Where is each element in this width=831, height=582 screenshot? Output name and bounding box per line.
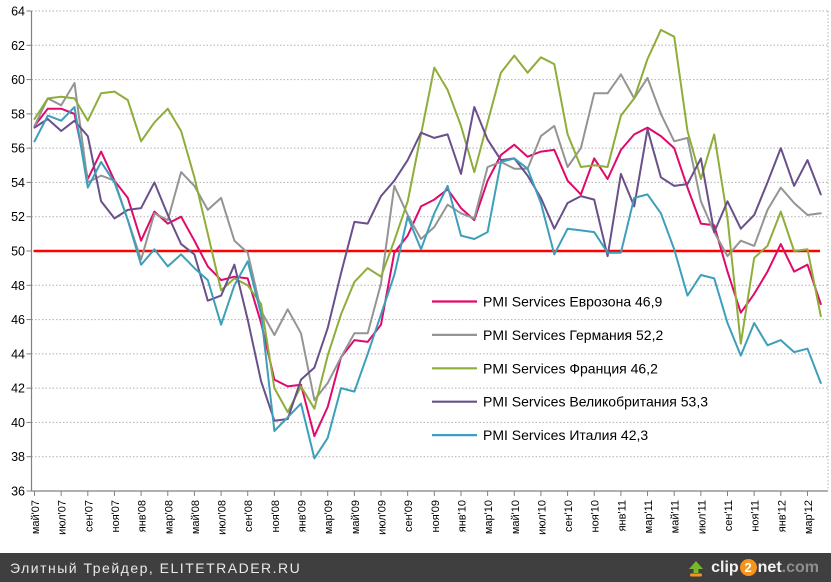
ytick-label-48: 48 (11, 279, 25, 293)
xtick-label-сен'08: сен'08 (243, 500, 255, 532)
ytick-label-44: 44 (11, 347, 25, 361)
xtick-label-май'07: май'07 (30, 500, 42, 534)
xtick-label-ноя'07: ноя'07 (110, 500, 122, 532)
xtick-label-ноя'08: ноя'08 (270, 500, 282, 532)
logo-clip-text: clip (711, 558, 739, 576)
ytick-label-40: 40 (11, 416, 25, 430)
xtick-label-сен'07: сен'07 (83, 500, 95, 532)
logo-two-badge: 2 (739, 559, 757, 576)
site-credit-text: Элитный Трейдер, ELITETRADER.RU (10, 559, 302, 576)
xtick-label-май'09: май'09 (350, 500, 362, 534)
xtick-label-янв'12: янв'12 (776, 500, 788, 532)
y-axis-tick-labels: 36 38 40 42 44 46 48 50 52 54 56 58 60 62 64 (11, 5, 25, 499)
series-line-germany (33, 73, 822, 402)
legend-label-germany: PMI Services Германия 52,2 (483, 327, 663, 343)
footer-bar: Элитный Трейдер, ELITETRADER.RU clip 2 n… (0, 553, 831, 582)
xtick-label-май'11: май'11 (670, 500, 682, 533)
ytick-label-50: 50 (11, 245, 25, 259)
xtick-label-мар'11: мар'11 (643, 500, 655, 533)
xtick-label-сен'09: сен'09 (403, 500, 415, 532)
ytick-label-54: 54 (11, 176, 25, 190)
xtick-label-сен'11: сен'11 (723, 500, 735, 531)
xtick-label-ноя'10: ноя'10 (590, 500, 602, 532)
legend-label-uk: PMI Services Великобритания 53,3 (483, 394, 708, 410)
y-gridlines (31, 10, 828, 458)
xtick-label-янв'11: янв'11 (616, 500, 628, 531)
xtick-label-янв'08: янв'08 (137, 500, 149, 532)
xtick-label-мар'09: мар'09 (323, 500, 335, 534)
ytick-label-62: 62 (11, 39, 25, 53)
xtick-label-янв'10: янв'10 (456, 500, 468, 532)
xtick-label-ноя'11: ноя'11 (750, 500, 762, 532)
series-line-eurozone (33, 107, 822, 438)
xtick-label-июл'10: июл'10 (536, 500, 548, 535)
ytick-label-36: 36 (11, 485, 25, 499)
logo-com-text: .com (781, 558, 819, 576)
ytick-label-58: 58 (11, 107, 25, 121)
xtick-label-июл'07: июл'07 (57, 500, 69, 535)
clip2net-logo: clip 2 net .com (686, 559, 831, 577)
ytick-label-38: 38 (11, 450, 25, 464)
xtick-label-мар'08: мар'08 (163, 500, 175, 534)
xtick-label-май'10: май'10 (510, 500, 522, 534)
axes (26, 10, 829, 492)
xtick-label-июл'11: июл'11 (696, 500, 708, 534)
xtick-label-июл'09: июл'09 (377, 500, 389, 535)
xtick-label-сен'10: сен'10 (563, 500, 575, 532)
upload-arrow-icon (689, 560, 704, 576)
ytick-label-56: 56 (11, 142, 25, 156)
x-axis-tick-labels: май'07 июл'07 сен'07 ноя'07 янв'08 мар'08 май'… (30, 491, 815, 535)
ytick-label-64: 64 (11, 5, 25, 19)
ytick-label-42: 42 (11, 382, 25, 396)
xtick-label-ноя'09: ноя'09 (430, 500, 442, 532)
legend-label-italy: PMI Services Италия 42,3 (483, 427, 648, 443)
ytick-label-46: 46 (11, 313, 25, 327)
xtick-label-янв'09: янв'09 (297, 500, 309, 532)
pmi-services-line-chart: 36 38 40 42 44 46 48 50 52 54 56 58 60 62 64 май'07 июл… (11, 5, 829, 535)
series-line-france (33, 28, 822, 414)
series-line-uk (33, 106, 822, 422)
legend-label-france: PMI Services Франция 46,2 (483, 360, 658, 376)
series-line-italy (33, 106, 822, 460)
legend-label-eurozone: PMI Services Еврозона 46,9 (483, 294, 662, 310)
series-lines (33, 28, 822, 460)
chart-legend: PMI Services Еврозона 46,9 PMI Services Г… (432, 294, 708, 443)
xtick-label-мар'12: мар'12 (803, 500, 815, 534)
logo-net-text: net (757, 558, 782, 576)
xtick-label-июл'08: июл'08 (217, 500, 229, 535)
xtick-label-мар'10: мар'10 (483, 500, 495, 534)
ytick-label-52: 52 (11, 210, 25, 224)
xtick-label-май'08: май'08 (190, 500, 202, 534)
ytick-label-60: 60 (11, 73, 25, 87)
